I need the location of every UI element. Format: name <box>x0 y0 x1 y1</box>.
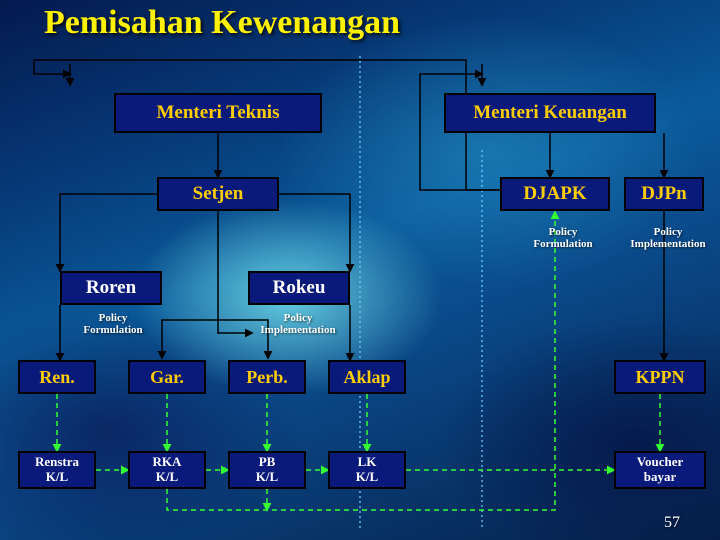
node-kppn: KPPN <box>614 360 706 394</box>
node-rokeu: Rokeu <box>248 271 350 305</box>
node-lk: LKK/L <box>328 451 406 489</box>
node-gar: Gar. <box>128 360 206 394</box>
node-perb: Perb. <box>228 360 306 394</box>
node-djapk: DJAPK <box>500 177 610 211</box>
label-pi2: PolicyImplementation <box>248 312 348 336</box>
node-djpn: DJPn <box>624 177 704 211</box>
label-pf2: PolicyFormulation <box>68 312 158 336</box>
node-renstra: RenstraK/L <box>18 451 96 489</box>
page-title: Pemisahan Kewenangan <box>44 4 400 42</box>
node-ren: Ren. <box>18 360 96 394</box>
node-mk: Menteri Keuangan <box>444 93 656 133</box>
label-pi1: PolicyImplementation <box>618 226 718 250</box>
node-vb: Voucherbayar <box>614 451 706 489</box>
label-pf1: PolicyFormulation <box>518 226 608 250</box>
node-rka: RKAK/L <box>128 451 206 489</box>
node-mt: Menteri Teknis <box>114 93 322 133</box>
node-roren: Roren <box>60 271 162 305</box>
page-number: 57 <box>664 514 680 532</box>
node-aklap: Aklap <box>328 360 406 394</box>
node-setjen: Setjen <box>157 177 279 211</box>
node-pb: PBK/L <box>228 451 306 489</box>
